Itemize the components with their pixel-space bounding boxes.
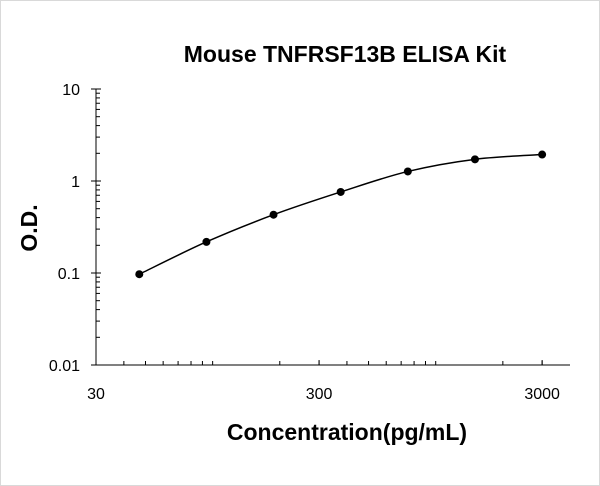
data-point <box>135 270 144 279</box>
data-point <box>470 155 479 164</box>
axes <box>95 89 570 366</box>
x-tick-label: 300 <box>306 386 333 403</box>
y-tick-label: 1 <box>71 174 80 191</box>
x-axis-ticks: 30 300 3000 <box>87 360 560 403</box>
y-axis-title: O.D. <box>16 204 42 251</box>
data-point <box>336 187 345 196</box>
chart-title: Mouse TNFRSF13B ELISA Kit <box>184 41 507 67</box>
data-point <box>403 167 412 176</box>
y-axis-ticks: 10 1 0.1 0.01 <box>49 82 101 375</box>
fit-curve <box>138 153 543 275</box>
data-points <box>135 150 547 279</box>
y-tick-label: 0.01 <box>49 358 80 375</box>
data-point <box>202 237 211 246</box>
fit-curve-group <box>138 153 543 275</box>
data-point <box>269 210 278 219</box>
x-tick-label: 30 <box>87 386 105 403</box>
data-point <box>538 150 547 159</box>
x-tick-label: 3000 <box>524 386 560 403</box>
y-tick-label: 10 <box>62 82 80 99</box>
y-tick-label: 0.1 <box>58 266 80 283</box>
x-axis-title: Concentration(pg/mL) <box>227 419 467 445</box>
